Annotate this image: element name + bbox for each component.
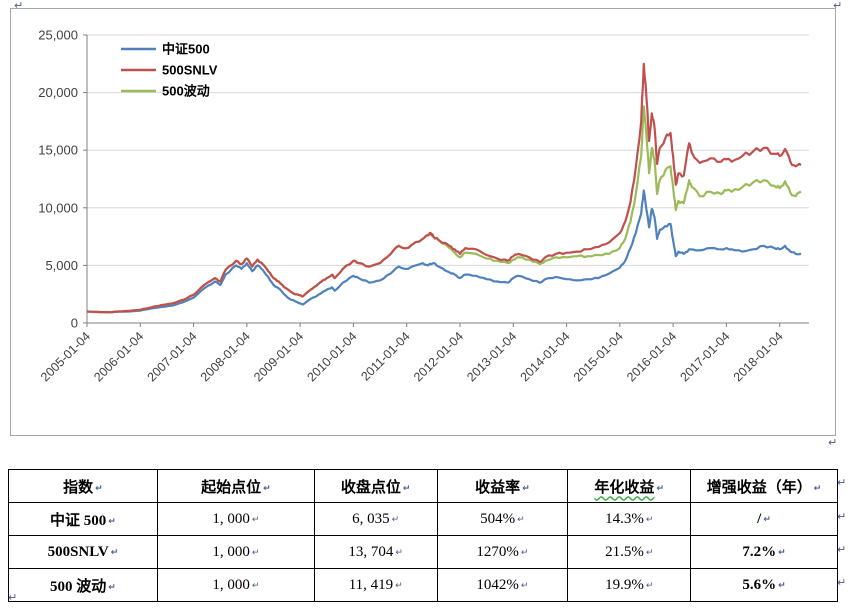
end-of-cell-mark: ↵ — [813, 483, 822, 494]
cell-annualized-return[interactable]: 14.3% ↵ — [567, 502, 692, 536]
end-of-cell-mark: ↵ — [395, 547, 403, 558]
cell-start-level[interactable]: 1, 000 ↵ — [156, 502, 315, 536]
paragraph-mark: ↵ — [828, 436, 838, 449]
x-axis-tick-label: 2018-01-04 — [731, 329, 786, 384]
x-axis-tick-label: 2017-01-04 — [677, 329, 732, 384]
cell-return[interactable]: 504% ↵ — [436, 502, 569, 536]
cell-index-name[interactable]: 500SNLV ↵ — [8, 535, 158, 569]
end-of-cell-mark: ↵ — [778, 580, 786, 591]
col-header-excess-return[interactable]: 增强收益（年） ↵ — [690, 469, 838, 503]
paragraph-mark: ↵ — [8, 591, 18, 604]
x-axis-tick-label: 2016-01-04 — [624, 329, 679, 384]
cell-start-level[interactable]: 1, 000 ↵ — [156, 535, 315, 569]
cell-index-name[interactable]: 中证 500 ↵ — [8, 502, 158, 536]
cell-start-level[interactable]: 1, 000 ↵ — [156, 568, 315, 602]
cell-excess-return[interactable]: 7.2% ↵ — [690, 535, 838, 569]
col-header-label: 指数 — [63, 479, 94, 496]
cell-return[interactable]: 1270% ↵ — [436, 535, 569, 569]
y-axis-tick-label: 0 — [71, 316, 78, 331]
chart-object[interactable]: 0 5,000 10,000 15,000 20,000 25,000 2005-01-04… — [10, 8, 836, 436]
end-of-cell-mark: ↵ — [251, 580, 260, 591]
y-axis-tick-label: 20,000 — [38, 85, 78, 100]
col-header-annualized-return[interactable]: 年化收益 ↵ — [567, 469, 692, 503]
end-of-cell-mark: ↵ — [517, 514, 525, 525]
x-axis-tick-label: 2007-01-04 — [145, 329, 200, 384]
x-axis-tick-label: 2006-01-04 — [91, 329, 146, 384]
x-axis-tick-label: 2009-01-04 — [251, 329, 306, 384]
y-axis-tick-label: 5,000 — [45, 258, 78, 273]
col-header-close-level[interactable]: 收盘点位 ↵ — [313, 469, 438, 503]
series-line-500snlv — [86, 62, 802, 314]
end-of-cell-mark: ↵ — [108, 582, 116, 593]
line-chart: 0 5,000 10,000 15,000 20,000 25,000 2005-01-04… — [38, 28, 809, 384]
end-of-cell-mark: ↵ — [645, 580, 654, 591]
end-of-cell-mark: ↵ — [402, 483, 411, 494]
cell-annualized-return[interactable]: 19.9% ↵ — [567, 568, 692, 602]
paragraph-mark: ↵ — [837, 510, 847, 523]
paragraph-mark: ↵ — [14, 0, 24, 12]
end-of-cell-mark: ↵ — [108, 516, 116, 527]
end-of-cell-mark: ↵ — [656, 483, 664, 494]
col-header-label: 收益率 — [475, 479, 521, 496]
cell-close-level[interactable]: 6, 035 ↵ — [313, 502, 438, 536]
col-header-start-level[interactable]: 起始点位 ↵ — [156, 469, 315, 503]
end-of-cell-mark: ↵ — [645, 547, 654, 558]
x-axis-tick-label: 2014-01-04 — [518, 329, 573, 384]
paragraph-mark: ↵ — [837, 543, 847, 556]
paragraph-mark: ↵ — [837, 576, 847, 589]
paragraph-mark: ↵ — [833, 0, 843, 12]
end-of-cell-mark: ↵ — [110, 547, 119, 558]
x-axis-tick-label: 2013-01-04 — [464, 329, 519, 384]
end-of-cell-mark: ↵ — [520, 547, 529, 558]
paragraph-mark: ↵ — [837, 476, 847, 489]
legend-label-500snlv: 500SNLV — [162, 63, 218, 78]
cell-return[interactable]: 1042% ↵ — [436, 568, 569, 602]
table-row-500vol: 500 波动 ↵ 1, 000 ↵ 11, 419 ↵ 1042% ↵ 19.9% ↵ 5… — [8, 568, 838, 602]
end-of-cell-mark: ↵ — [395, 580, 403, 591]
cell-excess-return[interactable]: / ↵ — [690, 502, 838, 536]
series-line-csi500 — [86, 189, 802, 314]
results-table-wrap: 指数 ↵ 起始点位 ↵ 收盘点位 ↵ 收益率 ↵ 年化收益 ↵ 增强收益（年） ↵ 中证 5… — [8, 469, 838, 602]
cell-close-level[interactable]: 13, 704 ↵ — [313, 535, 438, 569]
cell-index-name[interactable]: 500 波动 ↵ — [8, 568, 158, 602]
col-header-label: 收盘点位 — [340, 479, 401, 496]
x-axis-tick-label: 2015-01-04 — [571, 329, 626, 384]
end-of-cell-mark: ↵ — [251, 514, 260, 525]
cell-excess-return[interactable]: 5.6% ↵ — [690, 568, 838, 602]
col-header-index[interactable]: 指数 ↵ — [8, 469, 158, 503]
col-header-label: 年化收益 — [594, 479, 655, 496]
end-of-cell-mark: ↵ — [263, 483, 271, 494]
table-row-csi500: 中证 500 ↵ 1, 000 ↵ 6, 035 ↵ 504% ↵ 14.3% ↵ / ↵ — [8, 502, 838, 536]
y-axis-tick-label: 25,000 — [38, 28, 78, 43]
col-header-label: 起始点位 — [201, 479, 262, 496]
end-of-cell-mark: ↵ — [763, 514, 771, 525]
end-of-cell-mark: ↵ — [645, 514, 654, 525]
x-axis-tick-label: 2012-01-04 — [411, 329, 466, 384]
x-axis-tick-label: 2005-01-04 — [38, 329, 93, 384]
end-of-cell-mark: ↵ — [778, 547, 786, 558]
col-header-return[interactable]: 收益率 ↵ — [436, 469, 569, 503]
end-of-cell-mark: ↵ — [520, 580, 529, 591]
end-of-cell-mark: ↵ — [95, 483, 103, 494]
x-axis-tick-label: 2010-01-04 — [304, 329, 359, 384]
legend-label-csi500: 中证500 — [162, 42, 210, 57]
series-line-500vol — [86, 105, 802, 314]
x-axis-tick-label: 2008-01-04 — [198, 329, 253, 384]
end-of-cell-mark: ↵ — [522, 483, 530, 494]
end-of-cell-mark: ↵ — [251, 547, 260, 558]
col-header-label: 增强收益（年） — [706, 479, 812, 496]
table-header-row: 指数 ↵ 起始点位 ↵ 收盘点位 ↵ 收益率 ↵ 年化收益 ↵ 增强收益（年） ↵ — [8, 469, 838, 503]
end-of-cell-mark: ↵ — [391, 514, 400, 525]
y-axis-tick-label: 15,000 — [38, 143, 78, 158]
cell-close-level[interactable]: 11, 419 ↵ — [313, 568, 438, 602]
y-axis-tick-label: 10,000 — [38, 200, 78, 215]
x-axis-tick-label: 2011-01-04 — [358, 329, 412, 383]
cell-annualized-return[interactable]: 21.5% ↵ — [567, 535, 692, 569]
table-row-500snlv: 500SNLV ↵ 1, 000 ↵ 13, 704 ↵ 1270% ↵ 21.5% ↵ … — [8, 535, 838, 569]
results-table: 指数 ↵ 起始点位 ↵ 收盘点位 ↵ 收益率 ↵ 年化收益 ↵ 增强收益（年） ↵ 中证 5… — [8, 469, 838, 602]
legend-label-500vol: 500波动 — [162, 84, 210, 99]
